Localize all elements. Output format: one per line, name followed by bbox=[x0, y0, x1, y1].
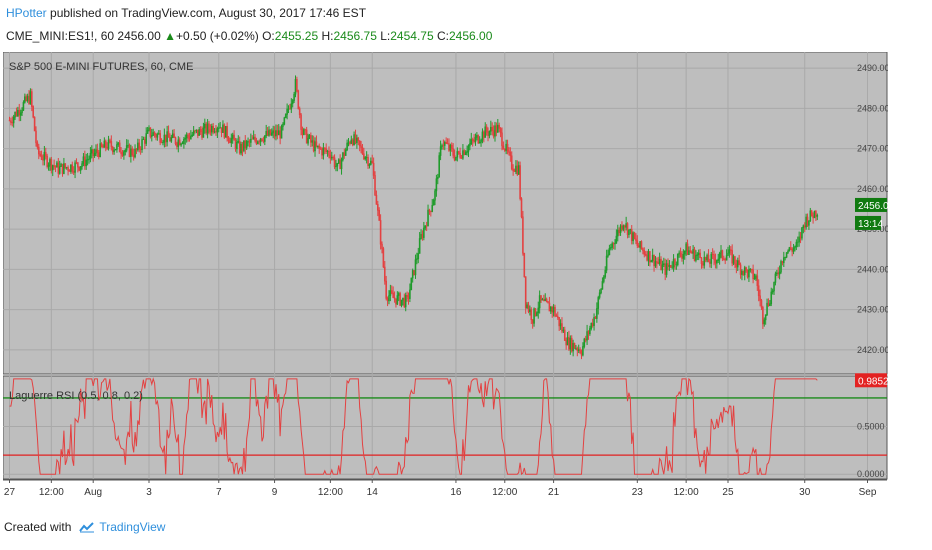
tradingview-logo-icon bbox=[79, 522, 95, 533]
time-tick-label: 23 bbox=[632, 487, 644, 498]
author-link[interactable]: HPotter bbox=[6, 6, 47, 20]
indicator-axis[interactable]: 0.0000 0.5000 0.9852 bbox=[855, 373, 888, 479]
indicator-grid bbox=[3, 376, 887, 479]
price-tick-label: 2490.00 bbox=[857, 63, 888, 73]
indicator-tick-label: 0.0000 bbox=[857, 469, 885, 479]
time-tick-label: Aug bbox=[84, 487, 102, 498]
publish-header: HPotter published on TradingView.com, Au… bbox=[6, 6, 366, 20]
close-value: 2456.00 bbox=[448, 29, 493, 43]
time-tick-label: 12:00 bbox=[492, 487, 517, 498]
time-tick-label: 21 bbox=[548, 487, 560, 498]
price-axis[interactable]: 2420.002430.002440.002450.002460.002470.… bbox=[855, 63, 888, 355]
rsi-value-tag bbox=[855, 373, 887, 388]
chart-area[interactable]: S&P 500 E-MINI FUTURES, 60, CME 2420.00 2… bbox=[3, 52, 888, 506]
time-tick-label: 7 bbox=[216, 487, 222, 498]
countdown-label: 13:14 bbox=[858, 219, 883, 230]
price-tick-label: 2460.00 bbox=[857, 184, 888, 194]
time-tick-label: 30 bbox=[799, 487, 811, 498]
time-tick-label: 9 bbox=[272, 487, 278, 498]
symbol-info-bar: CME_MINI:ES1!, 60 2456.00 ▲+0.50 (+0.02%… bbox=[6, 29, 492, 43]
indicator-title: Laguerre RSI (0.5, 0.8, 0.2) bbox=[9, 390, 143, 402]
footer: Created with TradingView bbox=[4, 520, 165, 534]
price-tick-label: 2430.00 bbox=[857, 305, 888, 315]
low-label: L: bbox=[380, 29, 391, 43]
time-tick-label: 14 bbox=[367, 487, 379, 498]
countdown-tag bbox=[855, 215, 881, 230]
high-label: H: bbox=[321, 29, 334, 43]
time-axis[interactable]: 27 12:00 Aug 3 7 9 12:00 14 16 12:00 21 23 12:00 25 30… bbox=[3, 479, 887, 498]
low-value: 2454.75 bbox=[390, 29, 434, 43]
created-with-label: Created with bbox=[4, 520, 72, 534]
price-tick-label: 2480.00 bbox=[857, 103, 888, 113]
high-value: 2456.75 bbox=[333, 29, 377, 43]
symbol-label: CME_MINI:ES1!, 60 bbox=[6, 29, 115, 43]
price-grid bbox=[3, 52, 887, 374]
price-panel[interactable] bbox=[3, 52, 888, 375]
rsi-value-tag-label: 0.9852 bbox=[858, 376, 888, 387]
open-label: O: bbox=[262, 29, 275, 43]
price-change: +0.50 (+0.02%) bbox=[176, 29, 259, 43]
time-tick-label: 12:00 bbox=[39, 487, 64, 498]
publish-info: published on TradingView.com, August 30,… bbox=[46, 6, 367, 20]
time-tick-label: 3 bbox=[146, 487, 152, 498]
price-tick-label: 2440.00 bbox=[857, 264, 888, 274]
indicator-levels bbox=[3, 397, 887, 456]
time-tick-label: Sep bbox=[859, 487, 877, 498]
candlestick-series bbox=[8, 75, 819, 360]
indicator-tick-label: 0.5000 bbox=[857, 422, 885, 432]
time-tick-label: 16 bbox=[450, 487, 462, 498]
price-tick-label: 2470.00 bbox=[857, 144, 888, 154]
time-tick-label: 12:00 bbox=[318, 487, 343, 498]
time-tick-label: 25 bbox=[722, 487, 734, 498]
last-price-tag bbox=[855, 197, 887, 212]
last-price-tag-label: 2456.00 bbox=[858, 201, 888, 212]
last-price: 2456.00 bbox=[117, 29, 161, 43]
price-tick-label: 2420.00 bbox=[857, 345, 888, 355]
price-chart-title: S&P 500 E-MINI FUTURES, 60, CME bbox=[9, 61, 193, 73]
tradingview-brand[interactable]: TradingView bbox=[99, 520, 166, 534]
indicator-panel[interactable] bbox=[3, 375, 888, 480]
open-value: 2455.25 bbox=[274, 29, 319, 43]
close-label: C: bbox=[436, 29, 449, 43]
laguerre-rsi-line bbox=[9, 377, 818, 476]
time-tick-label: 12:00 bbox=[674, 487, 699, 498]
up-arrow-icon: ▲ bbox=[164, 29, 177, 43]
time-tick-label: 27 bbox=[4, 487, 16, 498]
